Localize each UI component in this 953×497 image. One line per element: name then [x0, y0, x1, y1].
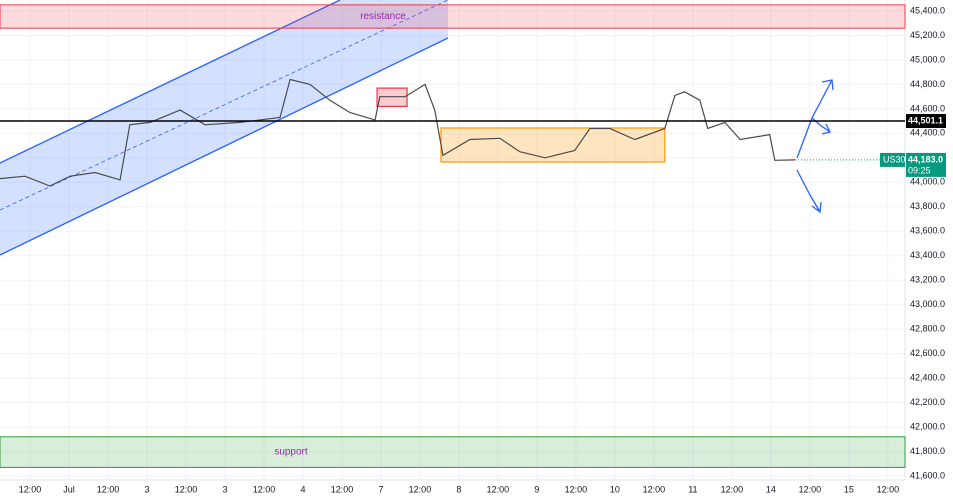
zone [0, 4, 906, 29]
x-tick-label: 12:00 [97, 484, 120, 494]
box [440, 127, 666, 163]
x-tick-label: 8 [456, 484, 461, 494]
x-tick-label: 10 [610, 484, 620, 494]
x-tick-label: 12:00 [175, 484, 198, 494]
x-tick-label: 14 [766, 484, 776, 494]
zone-label: resistance [360, 11, 406, 22]
x-tick-label: 12:00 [721, 484, 744, 494]
x-tick-label: 12:00 [409, 484, 432, 494]
zone [0, 436, 906, 468]
y-tick-label: 43,800.0 [910, 201, 945, 211]
y-tick-label: 44,600.0 [910, 103, 945, 113]
price-line [0, 78, 796, 187]
x-tick-label: 3 [144, 484, 149, 494]
channel-fill [0, 0, 448, 255]
y-tick-label: 41,600.0 [910, 470, 945, 480]
symbol-label: US30 [883, 154, 906, 164]
x-tick-label: 12:00 [19, 484, 42, 494]
y-tick-label: 44,400.0 [910, 128, 945, 138]
x-tick-label: 9 [534, 484, 539, 494]
x-tick-label: 12:00 [799, 484, 822, 494]
x-tick-label: 12:00 [643, 484, 666, 494]
x-tick-label: 4 [300, 484, 305, 494]
y-tick-label: 45,400.0 [910, 5, 945, 15]
y-tick-label: 42,600.0 [910, 348, 945, 358]
y-tick-label: 42,400.0 [910, 372, 945, 382]
zone-label: support [274, 447, 308, 458]
price-label: 44,183.0 [908, 154, 943, 164]
channel-upper [0, 0, 341, 164]
x-tick-label: 7 [378, 484, 383, 494]
y-tick-label: 45,000.0 [910, 54, 945, 64]
x-tick-label: 12:00 [565, 484, 588, 494]
price-tag [906, 152, 946, 177]
level-tag [906, 113, 946, 128]
y-tick-label: 44,800.0 [910, 79, 945, 89]
x-tick-label: 12:00 [331, 484, 354, 494]
x-tick-label: 3 [222, 484, 227, 494]
y-tick-label: 43,200.0 [910, 275, 945, 285]
channel-mid [0, 0, 449, 211]
y-tick-label: 45,200.0 [910, 30, 945, 40]
y-tick-label: 43,000.0 [910, 299, 945, 309]
y-tick-label: 42,800.0 [910, 324, 945, 334]
x-tick-label: 11 [688, 484, 697, 494]
channel-lower [0, 37, 449, 256]
y-tick-label: 42,200.0 [910, 397, 945, 407]
x-tick-label: 12:00 [487, 484, 510, 494]
y-tick-label: 42,000.0 [910, 421, 945, 431]
x-tick-label: Jul [63, 484, 75, 494]
y-tick-label: 43,600.0 [910, 226, 945, 236]
y-tick-label: 41,800.0 [910, 446, 945, 456]
projection-arrows [796, 79, 834, 214]
x-tick-label: 12:00 [877, 484, 900, 494]
y-tick-label: 44,000.0 [910, 177, 945, 187]
grid [0, 0, 905, 480]
y-tick-label: 43,400.0 [910, 250, 945, 260]
x-tick-label: 12:00 [253, 484, 276, 494]
countdown-label: 09:25 [908, 165, 931, 175]
symbol-tag [880, 152, 905, 167]
level-label: 44,501.1 [908, 115, 943, 125]
x-tick-label: 15 [844, 484, 854, 494]
